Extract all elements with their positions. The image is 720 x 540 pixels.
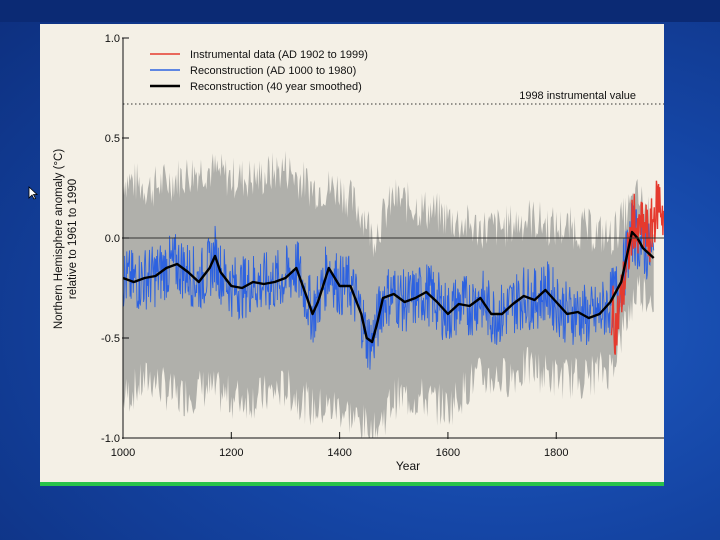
mouse-pointer-icon [28, 186, 38, 200]
series-instrumental-line [610, 180, 665, 355]
y-tick-label: 0.5 [105, 133, 120, 145]
y-axis-label: Northern Hemisphere anomaly (°C) [53, 149, 65, 330]
series-reconstruction-line [122, 202, 655, 370]
x-tick-label: 1200 [219, 447, 243, 459]
reference-line-label: 1998 instrumental value [519, 90, 636, 102]
x-tick-label: 1800 [544, 447, 568, 459]
y-tick-label: 0.0 [105, 233, 120, 245]
legend-label: Reconstruction (40 year smoothed) [190, 81, 362, 93]
legend-label: Reconstruction (AD 1000 to 1980) [190, 65, 356, 77]
chart-svg: 1998 instrumental value -1.0 -0.5 0.0 0.5 1.… [53, 33, 665, 473]
y-axis-label-line2: relative to 1961 to 1990 [67, 179, 79, 299]
x-tick-label: 1600 [436, 447, 460, 459]
y-tick-label: -0.5 [101, 333, 120, 345]
accent-rule [40, 482, 664, 486]
legend-label: Instrumental data (AD 1902 to 1999) [190, 49, 368, 61]
x-tick-label: 1400 [327, 447, 351, 459]
y-tick-label: -1.0 [101, 433, 120, 445]
y-tick-label: 1.0 [105, 33, 120, 45]
x-axis-label: Year [396, 459, 420, 473]
slide-top-band [0, 0, 720, 22]
x-tick-label: 1000 [111, 447, 135, 459]
chart-panel: 1998 instrumental value -1.0 -0.5 0.0 0.5 1.… [40, 24, 665, 482]
series-smoothed-line [122, 230, 655, 344]
